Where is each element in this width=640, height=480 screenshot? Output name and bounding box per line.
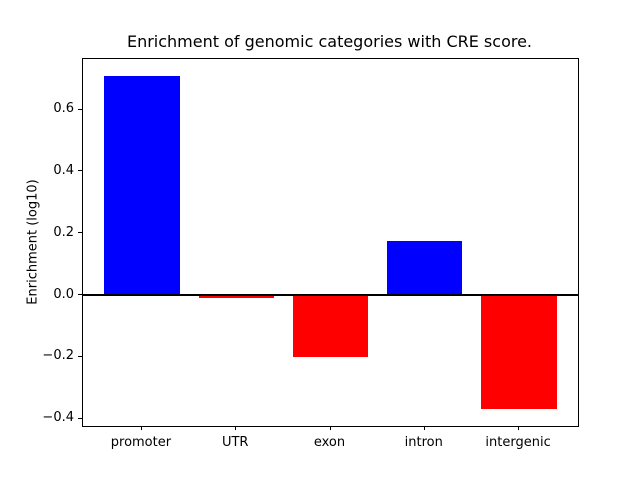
y-tick-label: 0.0 [53,286,74,302]
x-tick-mark [140,426,142,430]
x-tick-label-intron: intron [404,435,443,450]
y-tick-mark [78,294,82,296]
bar-intron [387,240,463,295]
y-tick-mark [78,108,82,110]
y-tick-label: 0.6 [53,101,74,117]
bar-exon [292,295,369,357]
bar-UTR [198,295,274,299]
y-axis-label: Enrichment (log10) [25,179,41,305]
x-tick-label-promoter: promoter [110,435,172,450]
zero-line [83,294,578,297]
y-tick-mark [78,232,82,234]
bar-promoter [104,75,180,295]
y-tick-label: 0.2 [53,224,74,240]
y-tick-mark [78,417,82,419]
y-tick-label: −0.2 [42,348,74,364]
x-tick-label-UTR: UTR [221,435,249,450]
y-tick-label: −0.4 [42,410,74,426]
x-tick-label-exon: exon [313,435,346,450]
x-tick-label-intergenic: intergenic [485,435,551,450]
x-tick-mark [518,426,520,430]
chart-title: Enrichment of genomic categories with CR… [126,32,533,51]
plot-area [82,58,579,427]
x-tick-mark [235,426,237,430]
x-tick-mark [423,426,425,430]
bar-intergenic [481,295,557,410]
y-tick-mark [78,355,82,357]
y-tick-mark [78,170,82,172]
x-tick-mark [329,426,331,430]
y-tick-label: 0.4 [53,162,74,178]
